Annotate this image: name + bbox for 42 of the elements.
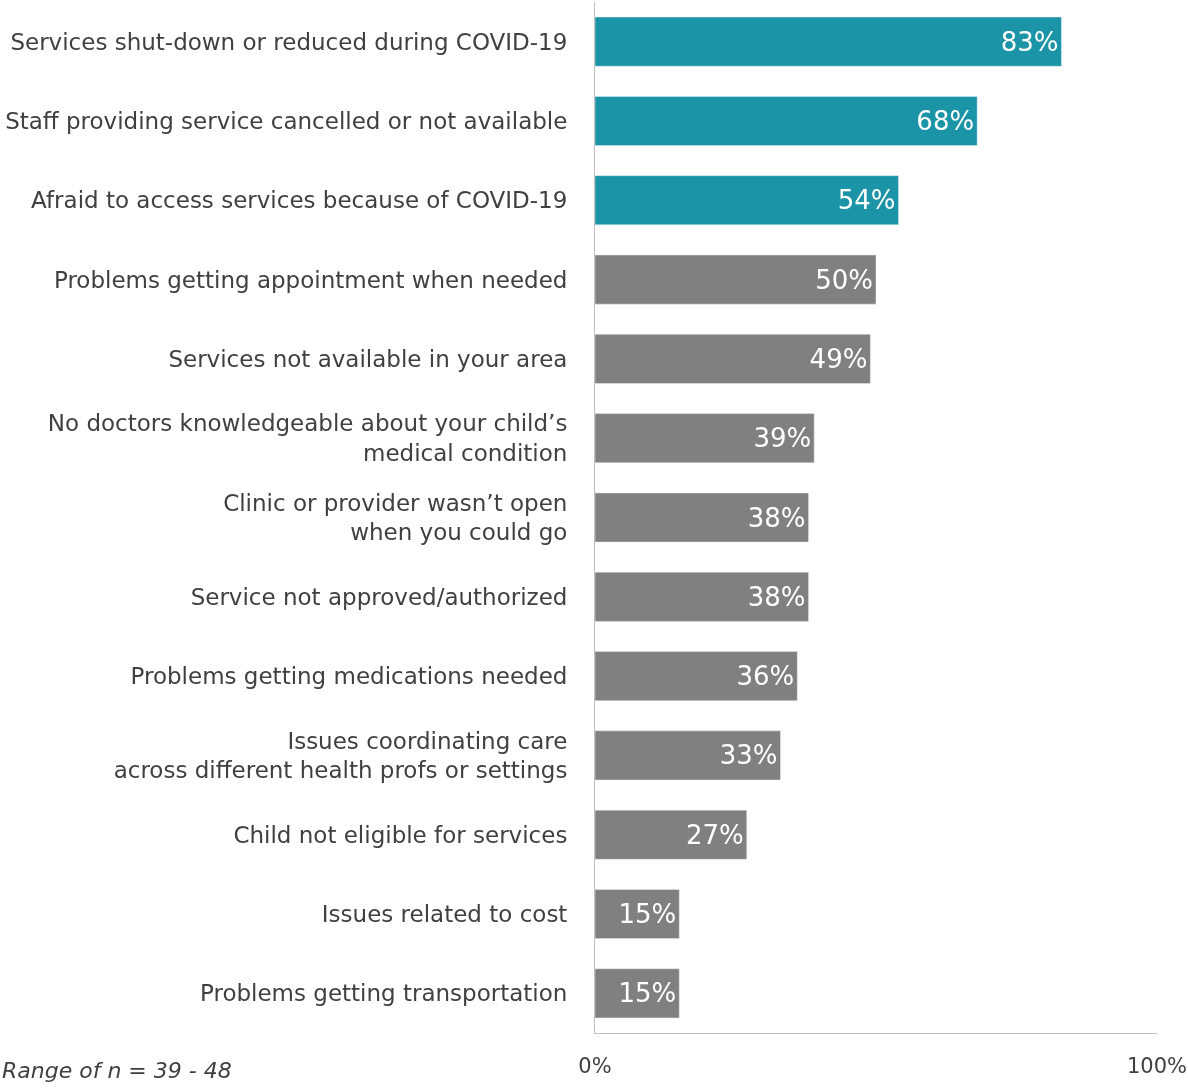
bar: [595, 16, 1062, 67]
data-label: 54%: [837, 185, 896, 216]
bar: [595, 96, 978, 146]
y-tick-label: Afraid to access services because of COVID-19: [31, 187, 568, 214]
bar: [595, 968, 680, 1019]
y-tick-label: Problems getting medications needed: [130, 663, 568, 690]
data-label: 50%: [815, 264, 873, 295]
bar: [595, 334, 871, 384]
y-tick-label: Staff providing service cancelled or not available: [5, 108, 568, 135]
y-tick-label: Services shut-down or reduced during COVID-19: [10, 28, 568, 55]
y-tick-label: Clinic or provider wasn’t open when you could go: [223, 489, 568, 546]
bar: [595, 809, 747, 860]
bar: [595, 889, 680, 939]
bar: [595, 492, 809, 543]
data-label: 38%: [747, 502, 806, 533]
data-label: 15%: [618, 899, 677, 930]
bar: [595, 651, 798, 701]
x-tick-label: 0%: [578, 1054, 612, 1079]
y-tick-label: No doctors knowledgeable about your child’s medical condition: [47, 410, 568, 467]
y-tick-label: Problems getting transportation: [199, 980, 568, 1007]
data-label: 27%: [685, 819, 744, 850]
bar: [595, 175, 899, 226]
bar: [595, 730, 781, 781]
y-tick-label: Issues related to cost: [321, 901, 568, 928]
y-tick-label: Problems getting appointment when needed: [53, 266, 568, 293]
data-label: 38%: [747, 581, 806, 612]
data-label: 15%: [618, 978, 677, 1009]
data-label: 83%: [1000, 26, 1059, 57]
y-tick-label: Service not approved/authorized: [190, 583, 568, 610]
bar: [595, 413, 815, 464]
bar: [595, 254, 877, 305]
y-tick-label: Issues coordinating care across different health profs or settings: [113, 727, 568, 784]
data-label: 68%: [916, 105, 975, 136]
text: Range of n = 39 - 48: [2, 1058, 232, 1083]
data-label: 49%: [809, 343, 868, 374]
y-tick-label: Child not eligible for services: [233, 821, 568, 848]
data-label: 36%: [736, 661, 795, 692]
y-tick-label: Services not available in your area: [168, 345, 568, 372]
x-tick-label: 100%: [1126, 1054, 1188, 1079]
data-label: 33%: [719, 740, 778, 771]
data-label: 39%: [753, 423, 812, 454]
bar: [595, 571, 809, 622]
